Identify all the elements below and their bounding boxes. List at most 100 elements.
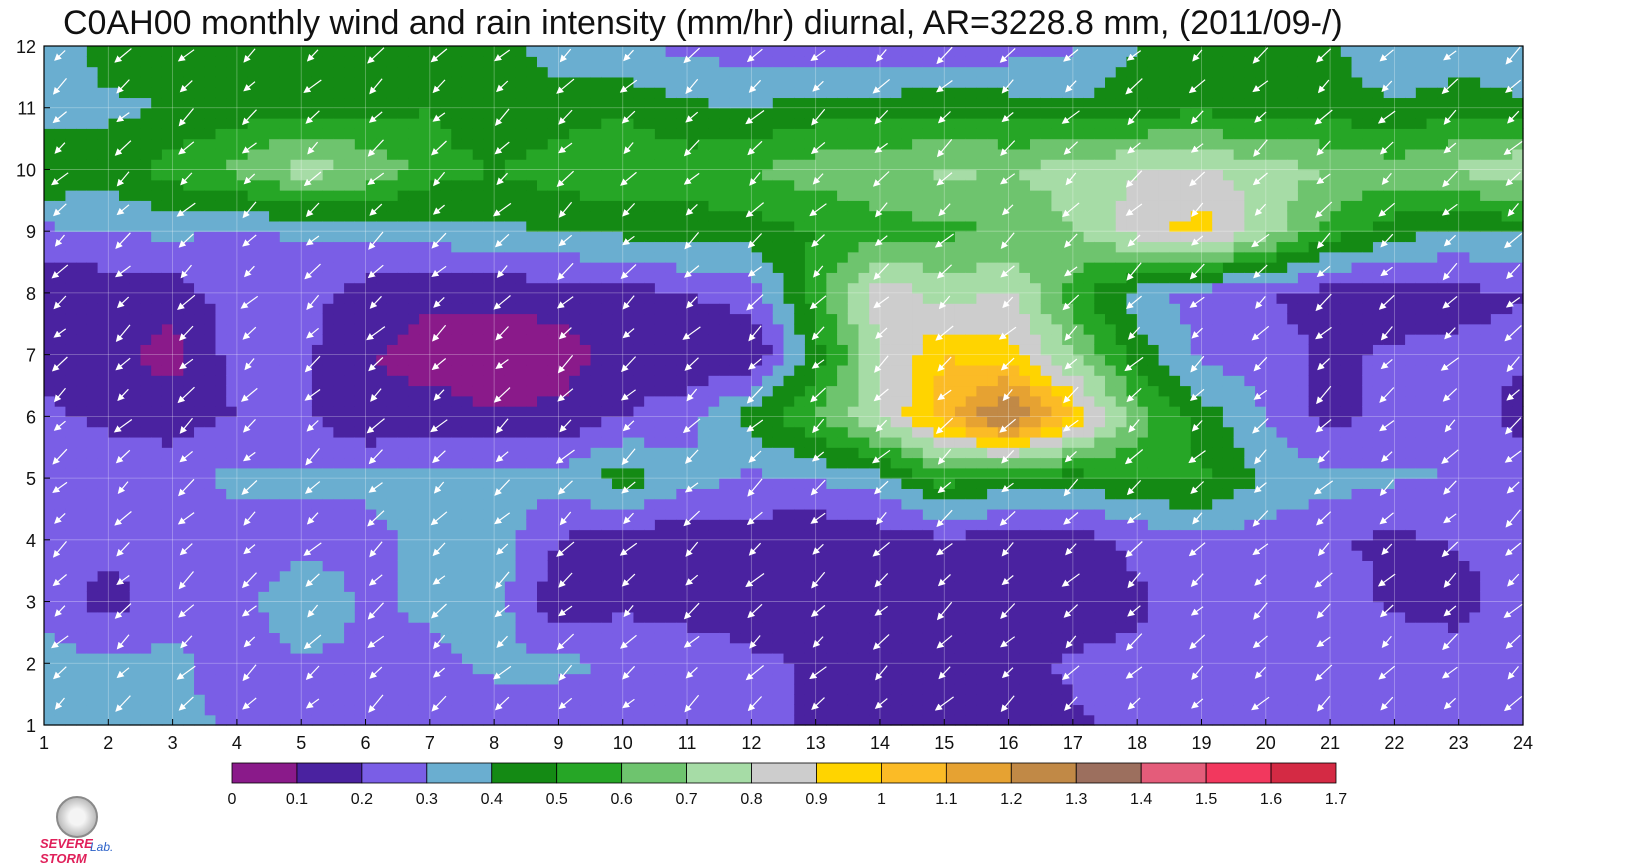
heat-cell — [1490, 385, 1503, 397]
heat-cell — [322, 478, 334, 489]
heat-cell — [1137, 395, 1149, 407]
heat-cell — [1190, 560, 1203, 572]
heat-cell — [494, 467, 506, 479]
heat-cell — [269, 601, 281, 613]
heat-cell — [419, 508, 431, 520]
heat-cell — [333, 580, 345, 592]
heat-cell — [708, 385, 720, 397]
heat-cell — [461, 508, 474, 520]
heat-cell — [504, 580, 517, 592]
heat-cell — [408, 436, 420, 448]
heat-cell — [129, 508, 142, 520]
heat-cell — [1287, 580, 1299, 592]
heat-cell — [922, 622, 935, 634]
heat-cell — [1051, 673, 1063, 685]
heat-cell — [269, 385, 281, 397]
heat-cell — [1222, 652, 1235, 664]
heat-cell — [333, 704, 345, 716]
heat-cell — [1083, 580, 1095, 592]
heat-cell — [601, 560, 613, 572]
heat-cell — [1394, 467, 1406, 479]
heat-cell — [654, 622, 667, 634]
heat-cell — [376, 580, 388, 592]
heat-cell — [772, 385, 785, 397]
heat-cell — [429, 560, 442, 572]
heat-cell — [76, 416, 88, 428]
heat-cell — [1180, 508, 1192, 520]
heat-cell — [633, 508, 645, 520]
heat-cell — [1137, 436, 1149, 448]
heat-cell — [429, 622, 442, 634]
heat-cell — [86, 704, 99, 716]
heat-cell — [697, 601, 710, 613]
heat-cell — [719, 519, 731, 531]
heat-cell — [290, 426, 302, 438]
heat-cell — [1201, 611, 1213, 623]
heat-cell — [1201, 436, 1213, 448]
heat-cell — [772, 601, 785, 613]
heat-cell — [922, 570, 935, 582]
heat-cell — [1447, 467, 1460, 479]
heat-cell — [301, 354, 313, 366]
heat-cell — [376, 406, 388, 417]
heat-cell — [558, 529, 570, 541]
heat-cell — [1233, 663, 1245, 675]
heat-cell — [1405, 457, 1417, 469]
heat-cell — [601, 488, 613, 500]
heat-cell — [97, 406, 109, 417]
heat-cell — [537, 570, 549, 582]
heat-cell — [1512, 570, 1524, 582]
heat-cell — [1405, 447, 1417, 459]
heat-cell — [247, 395, 259, 407]
heat-cell — [1180, 580, 1192, 592]
heat-cell — [1062, 508, 1074, 520]
heat-cell — [279, 652, 292, 664]
heat-cell — [97, 580, 109, 592]
heat-cell — [1437, 663, 1449, 675]
heat-cell — [1105, 406, 1117, 417]
heat-cell — [558, 478, 570, 489]
heat-cell — [858, 436, 870, 448]
heat-cell — [847, 529, 860, 541]
heat-cell — [697, 519, 710, 531]
heat-cell — [1415, 498, 1428, 510]
heat-cell — [1372, 642, 1385, 654]
heat-cell — [1212, 683, 1224, 695]
heat-cell — [183, 611, 195, 623]
heat-cell — [322, 375, 334, 387]
heat-cell — [226, 364, 238, 376]
heat-cell — [1126, 375, 1138, 387]
heat-cell — [815, 364, 827, 376]
heat-cell — [44, 560, 56, 572]
heat-cell — [1147, 457, 1160, 469]
heat-cell — [44, 375, 56, 387]
heat-cell — [290, 611, 302, 623]
heat-cell — [1244, 560, 1256, 572]
heat-cell — [1180, 406, 1192, 417]
heat-cell — [1083, 436, 1095, 448]
heat-cell — [1297, 683, 1310, 695]
heat-cell — [429, 354, 442, 366]
heat-cell — [579, 447, 592, 459]
heat-cell — [386, 426, 399, 438]
heat-cell — [504, 704, 517, 716]
heat-cell — [1297, 426, 1310, 438]
heat-cell — [386, 601, 399, 613]
heat-cell — [976, 426, 988, 438]
heat-cell — [494, 611, 506, 623]
heat-cell — [76, 714, 88, 726]
heat-cell — [1480, 488, 1492, 500]
heat-cell — [1105, 560, 1117, 572]
heat-cell — [97, 426, 109, 438]
heat-cell — [1094, 498, 1106, 510]
heat-cell — [301, 611, 313, 623]
heat-cell — [44, 673, 56, 685]
heat-cell — [1469, 426, 1481, 438]
heat-cell — [119, 436, 131, 448]
heat-cell — [322, 591, 334, 603]
heat-cell — [290, 375, 302, 387]
heat-cell — [1222, 601, 1235, 613]
heat-cell — [1480, 529, 1492, 541]
heat-cell — [1051, 704, 1063, 716]
heat-cell — [997, 580, 1010, 592]
